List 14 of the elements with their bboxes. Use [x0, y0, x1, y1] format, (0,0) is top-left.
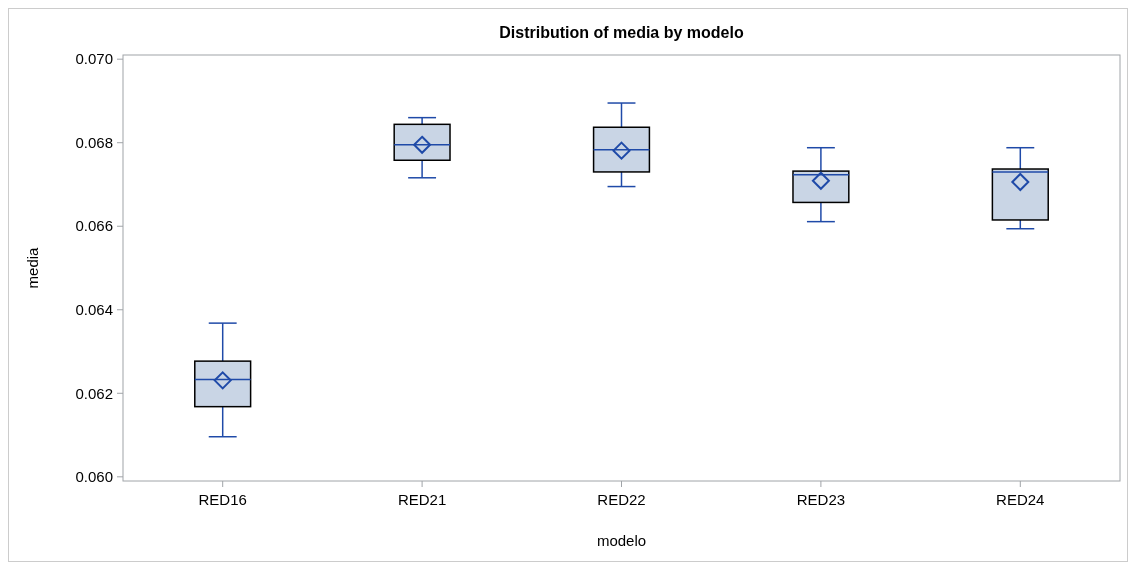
x-tick-label: RED24: [996, 491, 1045, 508]
x-tick-label: RED21: [397, 491, 447, 508]
x-tick-label: RED23: [796, 491, 846, 508]
y-tick-label: 0.070: [75, 50, 113, 68]
y-tick-label: 0.066: [75, 217, 113, 235]
y-tick-label: 0.068: [75, 133, 113, 151]
y-tick-label: 0.064: [75, 301, 113, 319]
y-axis-title: media: [24, 246, 41, 289]
x-tick-label: RED16: [198, 491, 247, 508]
y-tick-label: 0.060: [75, 468, 113, 486]
y-tick-label: 0.062: [75, 384, 113, 402]
chart-title: Distribution of media by modelo: [499, 24, 744, 41]
x-tick-label: RED22: [597, 491, 646, 508]
x-axis-title: modelo: [596, 532, 647, 549]
